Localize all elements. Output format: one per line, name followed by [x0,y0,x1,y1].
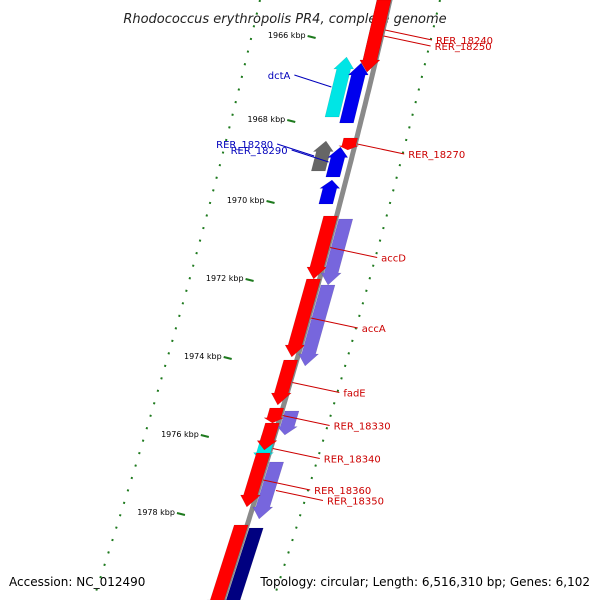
gene-arrow[interactable] [240,452,271,508]
gene-arrow[interactable] [270,359,299,406]
gene-label[interactable]: dctA [268,71,291,82]
gene-leader-line [292,382,340,393]
gene-arrow[interactable] [318,179,341,205]
kbp-tick-mark [176,512,186,516]
gene-label[interactable]: RER_18360 [314,486,371,497]
kbp-tick-mark [223,356,232,360]
gene-arrow[interactable] [325,146,349,178]
gene-arrow[interactable] [339,62,369,124]
gene-label[interactable]: RER_18350 [327,497,384,508]
kbp-tick-label: 1966 kbp [268,31,306,40]
gene-leader-line [310,317,358,329]
gene-label[interactable]: accA [362,324,386,335]
gene-arrow[interactable] [298,284,336,367]
gene-label[interactable]: RER_18250 [435,42,492,53]
gene-label[interactable]: RER_18270 [408,150,465,161]
gene-arrow[interactable] [320,218,354,286]
kbp-tick-label: 1970 kbp [227,196,265,205]
gene-label[interactable]: fadE [343,389,365,400]
kbp-tick-mark [245,278,254,282]
gene-label[interactable]: RER_18340 [324,455,381,466]
gene-leader-line [275,490,324,501]
kbp-tick-label: 1974 kbp [184,352,222,361]
gene-leader-line [282,415,330,426]
gene-leader-line [357,143,405,155]
gene-arrow[interactable] [324,56,355,118]
gene-arrow[interactable] [276,410,300,436]
gene-label[interactable]: RER_18240 [436,36,493,47]
gene-features [206,0,392,600]
kbp-tick-mark [307,35,316,39]
gene-leader-line [263,479,311,491]
gene-arrow[interactable] [284,278,321,358]
topology-text: Topology: circular; Length: 6,516,310 bp… [259,575,590,589]
map-title: Rhodococcus erythropolis PR4, complete g… [123,12,446,27]
kbp-ticks: 1966 kbp 1968 kbp 1970 kbp 1972 kbp 1974 kbp… [137,31,316,517]
kbp-tick-label: 1972 kbp [206,274,244,283]
gene-label[interactable]: RER_18290 [231,146,288,157]
kbp-tick-mark [287,119,296,123]
kbp-tick-label: 1976 kbp [161,430,199,439]
gene-label[interactable]: RER_18330 [334,422,391,433]
kbp-tick-mark [200,434,210,438]
inner-dotted-guide [92,0,261,600]
gene-arrow[interactable] [222,527,264,600]
gene-arrow[interactable] [338,137,359,151]
gene-leader-line [294,74,332,88]
gene-arrow[interactable] [306,215,338,280]
gene-leader-line [383,35,431,47]
gene-label[interactable]: accD [381,254,406,265]
gene-arrow[interactable] [256,422,280,451]
gene-arrow[interactable] [263,407,285,424]
gene-arrow[interactable] [206,524,249,600]
kbp-tick-label: 1968 kbp [248,115,286,124]
gene-leader-line [272,448,320,459]
gene-arrow[interactable] [252,461,285,520]
accession-text: Accession: NC_012490 [9,575,145,589]
gene-leader-line [291,149,329,163]
gene-leader-line [330,247,378,258]
kbp-tick-mark [266,200,275,204]
gene-label[interactable]: RER_18280 [216,140,273,151]
gene-leader-line [277,143,315,157]
kbp-tick-label: 1978 kbp [137,508,175,517]
gene-leader-line [384,29,433,41]
gene-arrow[interactable] [359,0,392,73]
